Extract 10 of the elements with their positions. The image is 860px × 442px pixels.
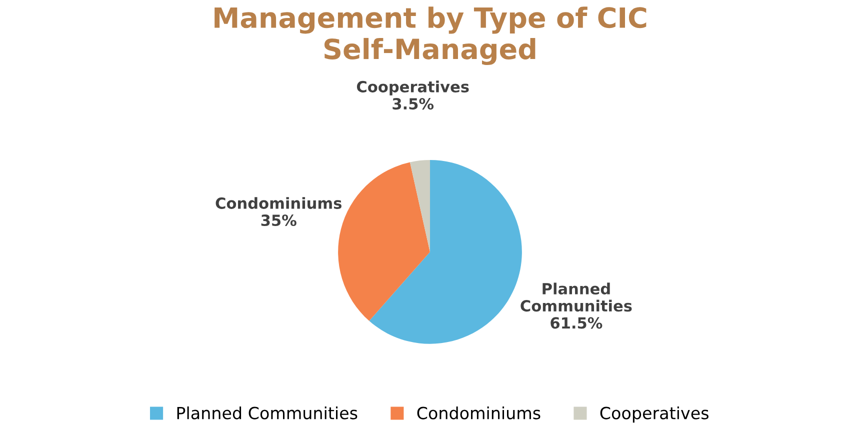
slice-label: Condominiums	[216, 197, 342, 209]
legend-label: Cooperatives	[600, 406, 708, 423]
slice-label: Cooperatives	[356, 80, 469, 96]
chart-title: Management by Type of CIC Self-Managed	[214, 6, 646, 66]
slice-label: Planned Communities	[520, 282, 632, 312]
data-label: 61.5%	[550, 317, 602, 329]
legend-label: Condominiums	[417, 406, 540, 420]
data-label: 3.5%	[392, 98, 434, 110]
legend-label: Planned Communities	[177, 406, 358, 420]
data-label: 35%	[261, 214, 296, 226]
